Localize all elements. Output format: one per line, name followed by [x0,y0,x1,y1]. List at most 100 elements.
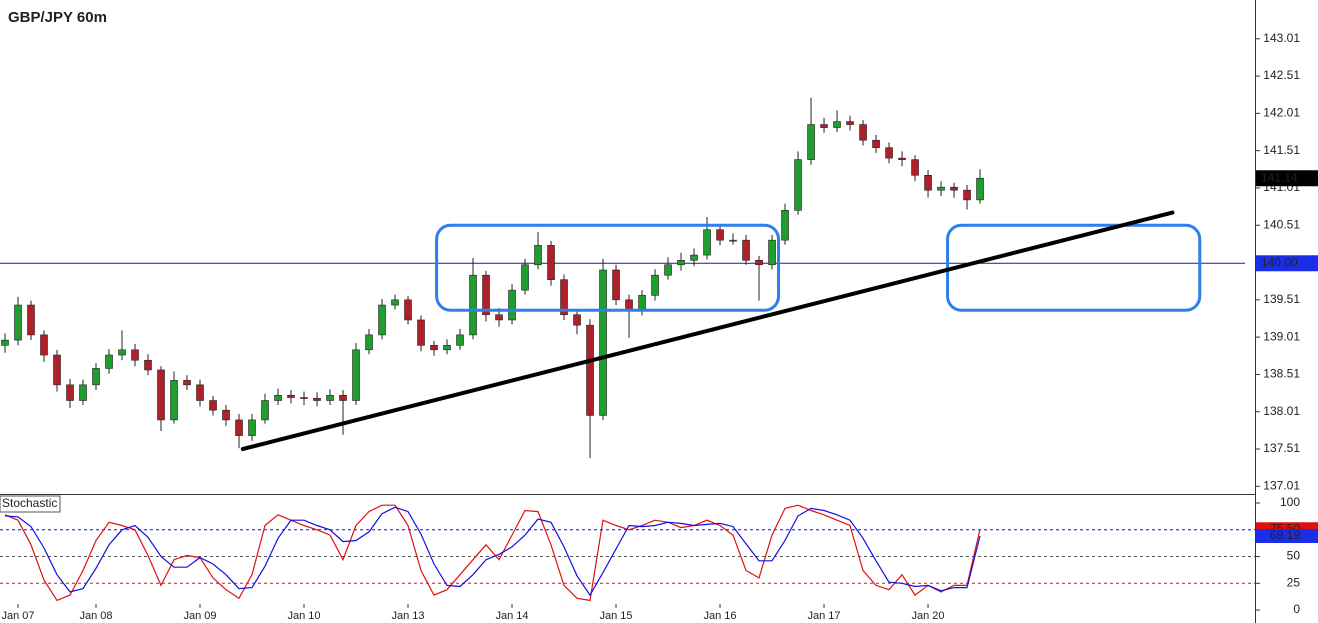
candle-body [274,394,282,401]
candle-body [105,354,113,369]
candle-body [391,299,399,306]
candle-body [781,210,789,241]
candle-body [651,274,659,296]
candle-body [235,419,243,436]
candle-body [14,304,22,341]
candle-body [222,409,230,421]
stochastic-line [4,506,981,597]
candle-body [547,245,555,280]
plot-area [0,97,1255,602]
candle-body [911,159,919,176]
candle-body [443,345,451,351]
candle-body [586,324,594,416]
indicator-label-box [0,495,61,513]
chart-title: GBP/JPY 60m [8,9,107,26]
candle-body [144,359,152,371]
candle-body [131,349,139,361]
candle-body [703,229,711,256]
y-tick-label: 143.01 [1263,31,1300,45]
indicator-tag: 69.19 [1270,528,1300,542]
candle-body [755,259,763,266]
candle-body [53,354,61,386]
candle-body [248,419,256,436]
candle-body [820,124,828,128]
candle-body [690,254,698,261]
candle-body [196,384,204,401]
candle-body [339,394,347,401]
candle-body [807,124,815,160]
y-tick-label: 25 [1287,575,1301,589]
candle-body [482,274,490,316]
x-tick-label: Jan 10 [288,610,321,622]
candle-body [898,157,906,160]
y-tick-label: 142.01 [1263,106,1300,120]
candle-body [950,186,958,191]
candle-body [79,384,87,401]
y-tick-label: 139.01 [1263,329,1300,343]
candle-body [937,186,945,191]
x-tick-label: Jan 15 [600,610,633,622]
candle-body [885,147,893,159]
candle-body [170,380,178,421]
candle-body [495,314,503,321]
x-tick-label: Jan 13 [392,610,425,622]
candle-body [183,380,191,386]
x-tick-label: Jan 20 [912,610,945,622]
candle-body [846,121,854,125]
candle-body [924,174,932,191]
y-tick-label: 100 [1280,495,1300,509]
candle-body [430,345,438,351]
candle-body [794,159,802,211]
indicator-tag-box [1256,529,1318,544]
y-tick-label: 138.01 [1263,404,1300,418]
x-tick-label: Jan 14 [496,610,529,622]
candle-body [599,269,607,416]
y-tick-label: 138.51 [1263,367,1300,381]
candle-body [534,245,542,266]
candle-body [27,304,35,336]
candle-body [300,397,308,399]
x-tick-label: Jan 07 [1,610,34,622]
x-tick-label: Jan 16 [704,610,737,622]
candle-body [209,400,217,411]
candle-body [118,349,126,356]
candle-body [560,279,568,316]
y-tick-label: 137.51 [1263,441,1300,455]
candle-body [417,319,425,346]
candle-body [261,400,269,421]
candle-body [573,314,581,326]
candle-body [664,264,672,276]
candle-body [508,289,516,321]
y-tick-label: 139.51 [1263,292,1300,306]
stochastic-line [4,504,981,602]
candle-body [963,189,971,201]
candle-body [833,121,841,128]
price-tag-box [1256,170,1318,187]
x-tick-label: Jan 09 [183,610,216,622]
y-tick-label: 0 [1293,602,1300,616]
y-tick-label: 141.51 [1263,143,1300,157]
candle-body [92,368,100,386]
candle-body [612,269,620,301]
candle-body [157,369,165,421]
price-tag: 141.14 [1261,170,1298,184]
x-tick-label: Jan 17 [808,610,841,622]
y-tick-label: 140.51 [1263,217,1300,231]
y-tick-label: 142.51 [1263,68,1300,82]
candle-body [365,334,373,351]
candle-body [859,124,867,141]
candle-body [1,339,9,346]
candle-body [768,239,776,266]
candle-body [677,259,685,266]
candle-body [742,239,750,261]
y-tick-label: 50 [1287,549,1301,563]
indicator-label: Stochastic [2,496,57,510]
candle-body [872,139,880,148]
candle-body [40,334,48,356]
candle-body [352,349,360,401]
candle-body [638,295,646,311]
candle-body [625,299,633,311]
y-tick-label: 137.01 [1263,478,1300,492]
candle-body [521,264,529,291]
